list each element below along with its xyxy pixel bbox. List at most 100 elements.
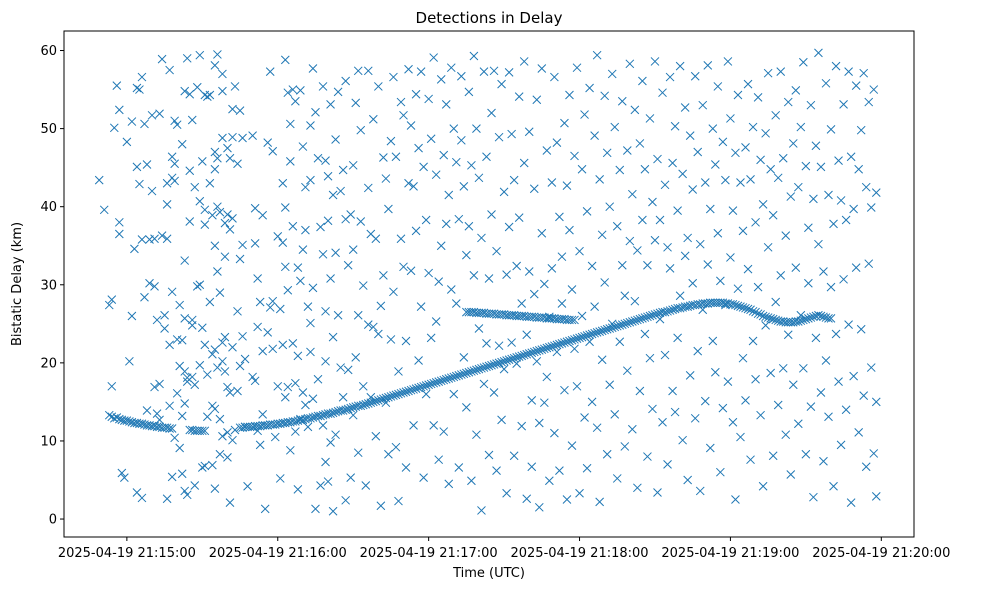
data-point xyxy=(444,479,454,489)
data-point xyxy=(494,341,504,351)
data-point xyxy=(358,400,368,410)
data-point xyxy=(155,379,164,389)
data-point xyxy=(575,246,584,256)
data-point xyxy=(386,392,396,401)
data-point xyxy=(572,381,582,391)
data-point xyxy=(253,426,262,436)
data-point xyxy=(180,367,190,376)
data-point xyxy=(205,297,215,307)
data-point xyxy=(200,461,210,471)
data-point xyxy=(617,320,627,329)
data-point xyxy=(248,131,257,140)
data-point xyxy=(333,310,343,320)
data-point xyxy=(487,108,496,118)
data-point xyxy=(182,490,192,500)
data-point xyxy=(215,288,225,297)
data-point xyxy=(288,221,298,231)
data-point xyxy=(205,178,215,188)
data-point xyxy=(627,189,637,199)
data-point xyxy=(562,181,572,190)
data-point xyxy=(381,398,391,408)
data-point xyxy=(542,146,552,155)
data-point xyxy=(243,481,252,491)
x-tick-label: 2025-04-19 21:17:00 xyxy=(360,546,498,561)
data-point xyxy=(552,347,562,357)
data-point xyxy=(555,339,564,349)
data-point xyxy=(288,85,298,94)
data-point xyxy=(502,356,511,365)
data-point xyxy=(731,148,740,158)
data-point xyxy=(278,238,288,247)
data-point xyxy=(434,377,444,386)
data-point xyxy=(809,492,818,502)
data-point xyxy=(489,388,499,397)
data-point xyxy=(185,166,195,176)
data-point xyxy=(570,344,579,354)
data-point xyxy=(376,501,386,511)
data-point xyxy=(389,72,398,82)
data-point xyxy=(431,317,441,326)
data-point xyxy=(482,338,491,348)
data-point xyxy=(142,160,152,169)
data-point xyxy=(416,302,426,311)
data-point xyxy=(688,278,698,288)
data-point xyxy=(233,386,242,396)
data-point xyxy=(550,341,559,351)
data-point xyxy=(411,226,421,236)
data-point xyxy=(660,350,670,360)
data-point xyxy=(829,219,838,229)
data-point xyxy=(107,381,117,391)
plot-frame xyxy=(63,30,915,538)
data-point xyxy=(635,139,645,148)
data-point xyxy=(280,262,290,272)
data-point xyxy=(283,382,293,392)
data-point xyxy=(736,432,745,442)
data-point xyxy=(484,274,494,283)
data-point xyxy=(733,90,743,100)
data-point xyxy=(534,418,544,428)
data-point xyxy=(321,356,330,366)
data-point xyxy=(162,234,172,244)
data-point xyxy=(597,355,607,365)
data-point xyxy=(228,104,237,114)
data-point xyxy=(311,504,320,514)
data-point xyxy=(771,110,781,120)
data-point xyxy=(401,463,411,472)
data-point xyxy=(333,87,343,97)
data-point xyxy=(723,377,733,386)
y-axis-label: Bistatic Delay (km) xyxy=(10,222,25,346)
data-point xyxy=(449,124,459,133)
data-point xyxy=(738,303,748,312)
data-point xyxy=(363,399,373,408)
data-point xyxy=(507,338,516,347)
data-point xyxy=(200,426,210,436)
data-point xyxy=(474,173,484,183)
data-point xyxy=(99,205,109,215)
data-point xyxy=(210,164,220,174)
chart-title: Detections in Delay xyxy=(416,9,563,27)
data-point xyxy=(826,125,836,134)
data-point xyxy=(356,125,366,135)
data-point xyxy=(200,340,210,350)
data-point xyxy=(665,306,675,315)
data-point xyxy=(253,322,262,332)
data-point xyxy=(125,417,134,426)
data-point xyxy=(479,379,489,389)
data-point xyxy=(306,347,315,357)
data-point xyxy=(512,359,522,369)
data-point xyxy=(180,256,190,265)
data-point xyxy=(396,97,406,107)
data-point xyxy=(836,440,846,450)
data-point xyxy=(137,419,147,429)
data-point xyxy=(688,185,698,194)
data-point xyxy=(381,174,391,183)
data-point xyxy=(434,277,444,287)
data-point xyxy=(150,234,159,244)
data-point xyxy=(748,122,758,132)
data-point xyxy=(572,63,582,73)
data-point xyxy=(426,134,436,144)
data-point xyxy=(484,361,494,371)
data-point xyxy=(839,274,848,284)
data-point xyxy=(552,138,562,148)
